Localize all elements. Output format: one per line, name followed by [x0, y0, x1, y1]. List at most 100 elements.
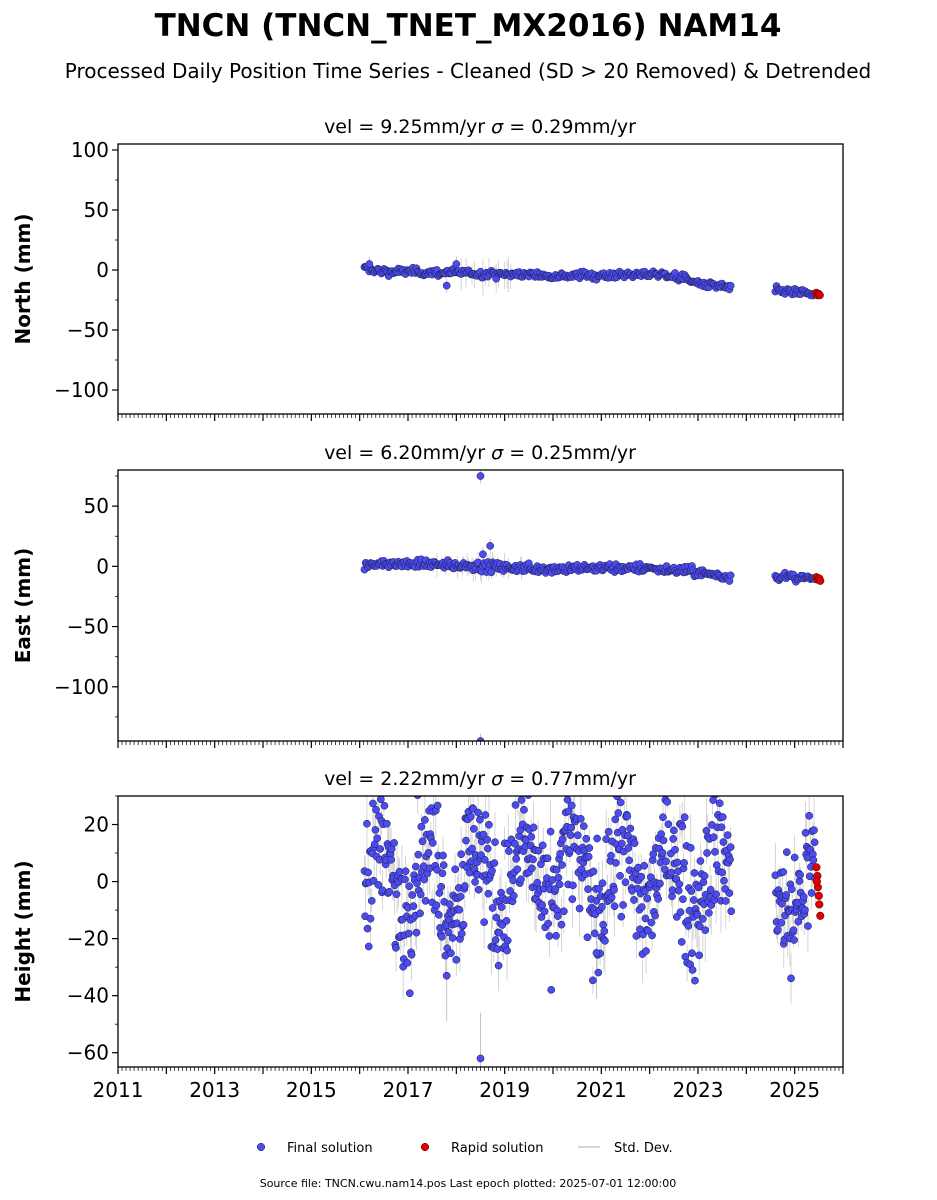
y-axis-label: North (mm) [11, 213, 35, 344]
final-point [433, 801, 442, 810]
final-point [517, 875, 525, 884]
final-point [687, 887, 696, 895]
final-point [648, 931, 656, 940]
final-point [553, 912, 562, 920]
final-point [610, 902, 619, 911]
final-point [787, 885, 796, 894]
y-tick-label: 0 [96, 258, 109, 282]
final-point [604, 827, 613, 836]
final-point [365, 260, 374, 268]
plot-frame [117, 469, 844, 742]
final-point [481, 811, 490, 819]
final-point [607, 893, 616, 902]
final-point [546, 827, 555, 836]
final-point [554, 873, 563, 882]
final-point [418, 837, 427, 846]
final-point [699, 878, 708, 887]
final-point [407, 950, 416, 959]
final-point [661, 776, 668, 783]
final-point [726, 571, 735, 580]
final-point [484, 889, 493, 898]
x-tick-label: 2025 [769, 1078, 820, 1102]
rapid-point [816, 576, 825, 585]
final-point [721, 897, 730, 905]
final-point [711, 848, 719, 856]
final-point [601, 936, 609, 945]
final-point [789, 926, 798, 935]
rapid-point [815, 291, 824, 300]
final-point [476, 472, 485, 480]
final-point [782, 891, 791, 899]
legend-label: Rapid solution [451, 1141, 543, 1156]
panels: 100 50 0 −50 −100 vel = 9.25mm/yr σ = 0.29mm/… [11, 116, 844, 1102]
final-point [476, 737, 485, 741]
figure-title: TNCN (TNCN_TNET_MX2016) NAM14 [155, 8, 782, 44]
final-point [503, 936, 512, 945]
final-point [569, 881, 577, 890]
final-point [380, 801, 389, 810]
y-tick-label: −20 [67, 927, 109, 951]
final-point [428, 839, 437, 847]
velocity-title: vel = 2.22mm/yr σ = 0.77mm/yr [324, 768, 636, 790]
velocity-title: vel = 9.25mm/yr σ = 0.29mm/yr [324, 116, 636, 138]
final-point [686, 843, 695, 852]
final-point [611, 815, 620, 824]
final-point [540, 907, 549, 916]
sigma-symbol: σ [491, 116, 509, 138]
final-point [779, 868, 788, 876]
final-point [459, 920, 468, 929]
final-point [494, 961, 503, 970]
final-point [662, 857, 670, 866]
final-point [706, 885, 715, 894]
final-point [689, 896, 698, 904]
final-point [364, 868, 372, 877]
final-point [632, 932, 641, 940]
final-point [589, 976, 597, 985]
final-point [695, 951, 704, 960]
final-point [717, 823, 726, 832]
final-point [533, 878, 542, 887]
final-point [584, 885, 592, 893]
final-point [810, 826, 818, 835]
final-point [723, 831, 732, 839]
final-point [476, 1054, 485, 1063]
final-point [538, 901, 546, 909]
final-point [432, 901, 441, 910]
x-tick-label: 2017 [383, 1078, 434, 1102]
final-point [492, 913, 501, 922]
final-point [688, 949, 696, 958]
final-point [552, 865, 561, 874]
final-point [598, 902, 606, 911]
x-tick-label: 2019 [479, 1078, 530, 1102]
x-tick-label: 2023 [673, 1078, 724, 1102]
final-point [712, 796, 720, 799]
final-point [684, 922, 693, 930]
final-point [511, 839, 519, 848]
final-point [488, 867, 496, 875]
final-point [644, 926, 652, 935]
final-point [669, 834, 678, 843]
y-tick-label: −50 [67, 615, 109, 639]
x-tick-label: 2011 [93, 1078, 144, 1102]
final-point [790, 853, 799, 862]
final-point [376, 796, 385, 804]
x-tick-label: 2021 [576, 1078, 627, 1102]
final-point [625, 856, 633, 865]
final-point [690, 869, 699, 877]
final-point [363, 819, 371, 828]
final-point [474, 808, 482, 817]
final-point [457, 850, 466, 859]
final-point [524, 796, 532, 799]
final-point [439, 851, 447, 860]
final-point [408, 891, 417, 899]
final-point [658, 848, 667, 857]
final-point [460, 882, 469, 890]
final-point [547, 985, 556, 994]
final-point [804, 922, 812, 930]
final-point [545, 932, 554, 940]
final-point [719, 838, 728, 846]
final-point [480, 918, 488, 926]
final-point [678, 822, 687, 831]
plot-area [360, 256, 824, 300]
final-point [528, 864, 536, 873]
